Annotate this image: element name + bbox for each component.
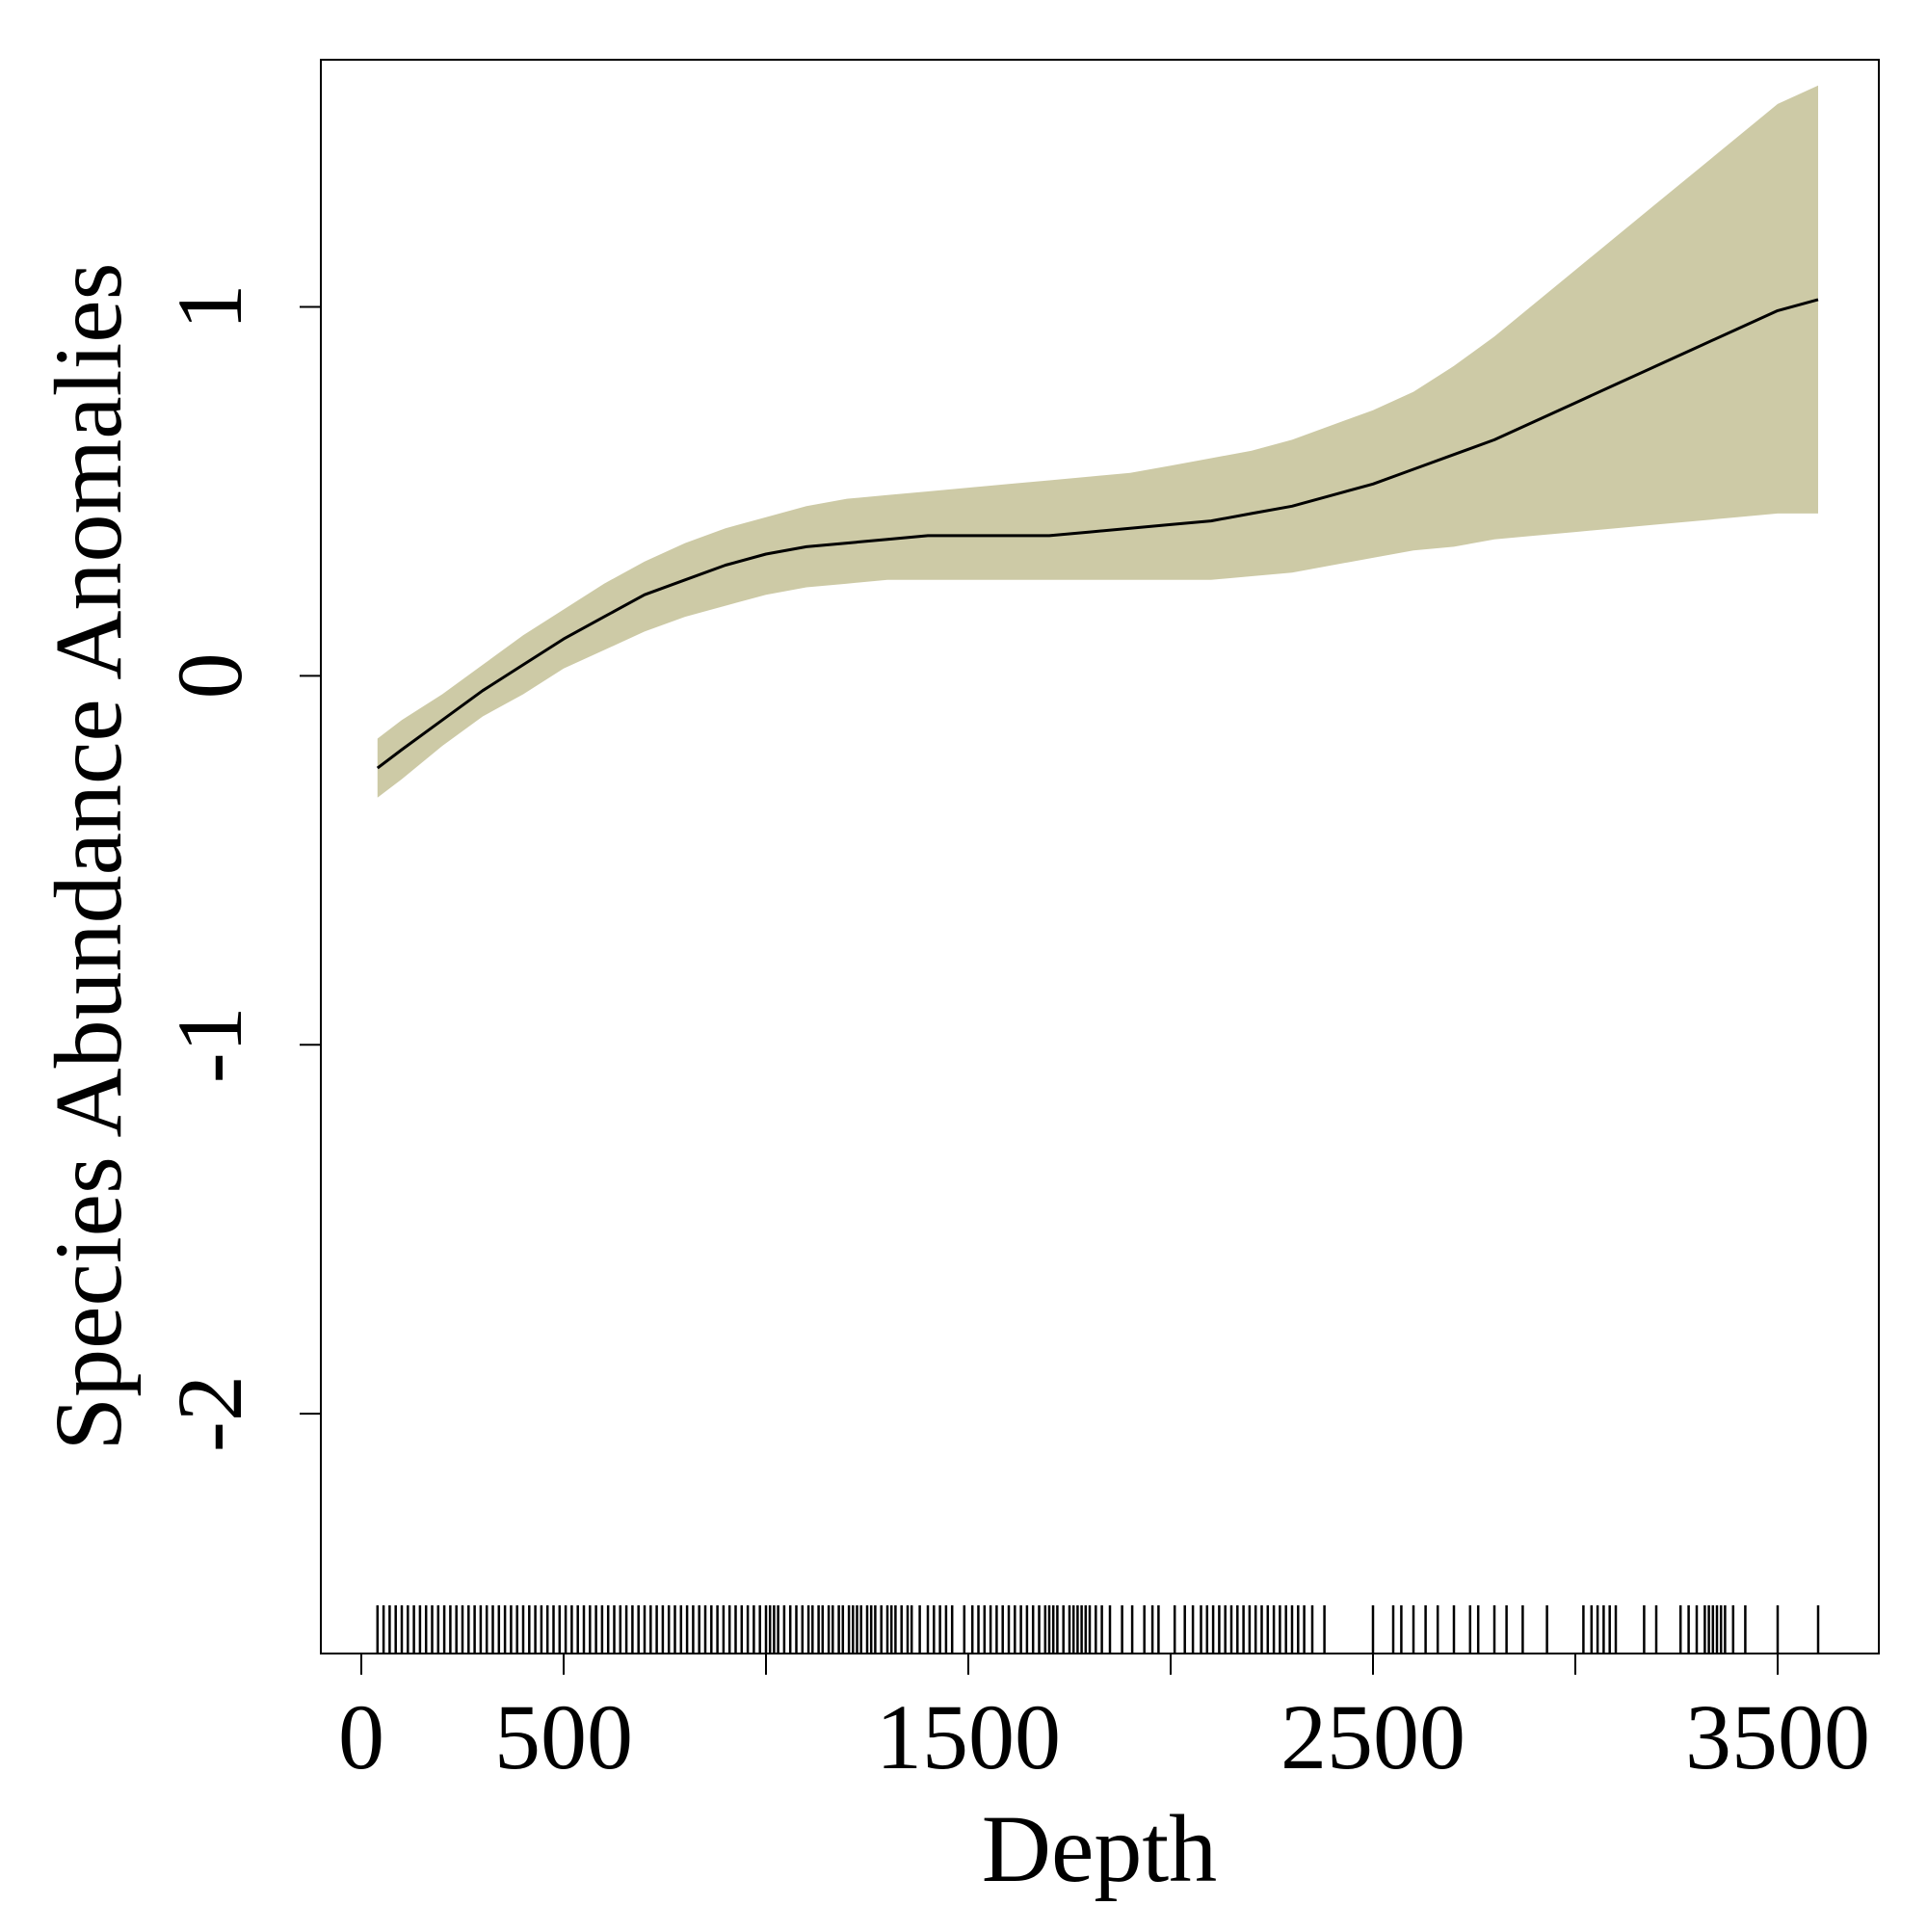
smooth-line-layer (376, 298, 1819, 770)
y-axis-title: Species Abundance Anomalies (35, 262, 142, 1450)
x-tick-label: 0 (338, 1685, 384, 1788)
x-tick-label: 2500 (1280, 1685, 1465, 1788)
x-tick-label: 3500 (1685, 1685, 1870, 1788)
x-axis: 0 500 1500 2500 3500 (338, 1654, 1870, 1788)
rug-layer (376, 1605, 1820, 1654)
x-tick-label: 500 (494, 1685, 633, 1788)
confidence-band-layer (377, 85, 1818, 798)
confidence-band (377, 85, 1818, 798)
y-axis: -2 -1 0 1 (158, 284, 321, 1452)
x-axis-title: Depth (982, 1795, 1217, 1902)
y-tick-label: -2 (158, 1375, 261, 1452)
y-tick-label: -1 (158, 1006, 261, 1083)
smooth-line (376, 298, 1819, 770)
y-tick-label: 1 (158, 284, 261, 331)
plot-frame (320, 59, 1880, 1654)
x-tick-label: 1500 (876, 1685, 1061, 1788)
y-tick-label: 0 (158, 652, 261, 699)
